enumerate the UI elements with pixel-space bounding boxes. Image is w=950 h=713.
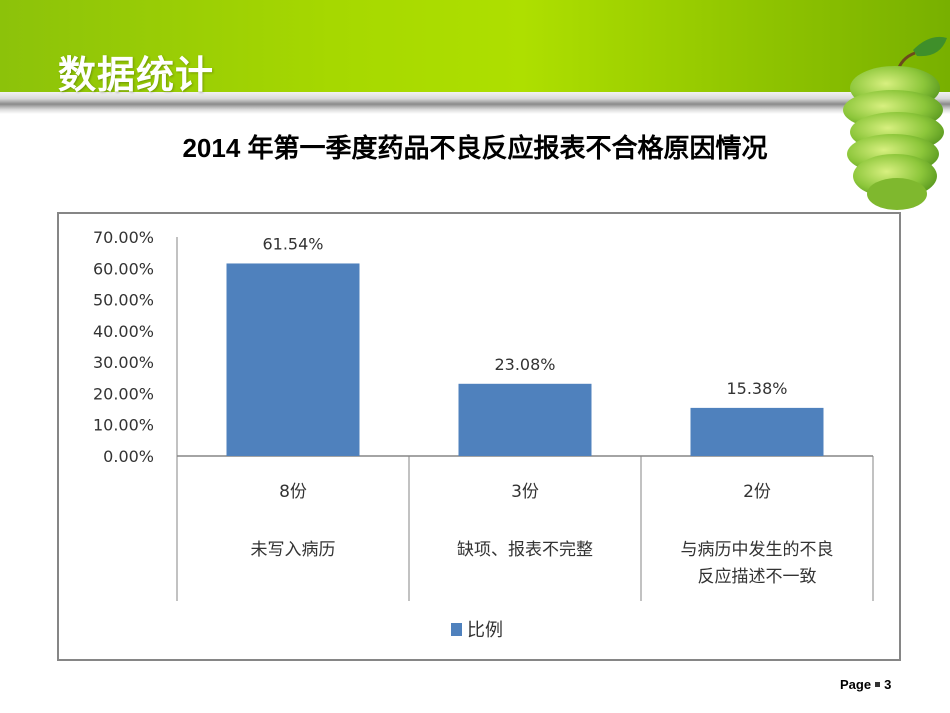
- y-tick-label: 20.00%: [93, 384, 154, 403]
- header-shadow: [0, 92, 950, 114]
- y-tick-label: 30.00%: [93, 353, 154, 372]
- chart-title-text: 2014 年第一季度药品不良反应报表不合格原因情况: [182, 133, 768, 163]
- header-band: [0, 0, 950, 92]
- page-indicator: Page 3: [840, 677, 891, 692]
- bar: [690, 407, 824, 456]
- bullet-icon: [875, 682, 881, 688]
- category-label: 缺项、报表不完整: [457, 540, 593, 560]
- y-tick-label: 70.00%: [93, 228, 154, 247]
- legend-label: 比例: [467, 620, 503, 641]
- apple-icon: [843, 36, 947, 210]
- page-label: Page: [840, 677, 872, 692]
- bar: [458, 383, 592, 456]
- data-label: 61.54%: [262, 234, 323, 253]
- category-count: 3份: [511, 482, 539, 502]
- y-tick-label: 0.00%: [103, 447, 154, 466]
- category-label: 反应描述不一致: [698, 567, 817, 587]
- y-tick-label: 10.00%: [93, 416, 154, 435]
- chart-title: 2014 年第一季度药品不良反应报表不合格原因情况: [0, 128, 950, 165]
- data-label: 23.08%: [494, 355, 555, 374]
- category-count: 8份: [279, 482, 307, 502]
- y-tick-label: 50.00%: [93, 291, 154, 310]
- y-tick-label: 40.00%: [93, 322, 154, 341]
- slide-title: 数据统计: [58, 53, 215, 97]
- legend-swatch: [451, 623, 462, 636]
- category-label: 与病历中发生的不良: [681, 540, 834, 560]
- page-number: 3: [884, 677, 892, 692]
- bar: [226, 263, 360, 456]
- category-count: 2份: [743, 482, 771, 502]
- y-tick-label: 60.00%: [93, 259, 154, 278]
- data-label: 15.38%: [726, 379, 787, 398]
- category-label: 未写入病历: [251, 540, 336, 560]
